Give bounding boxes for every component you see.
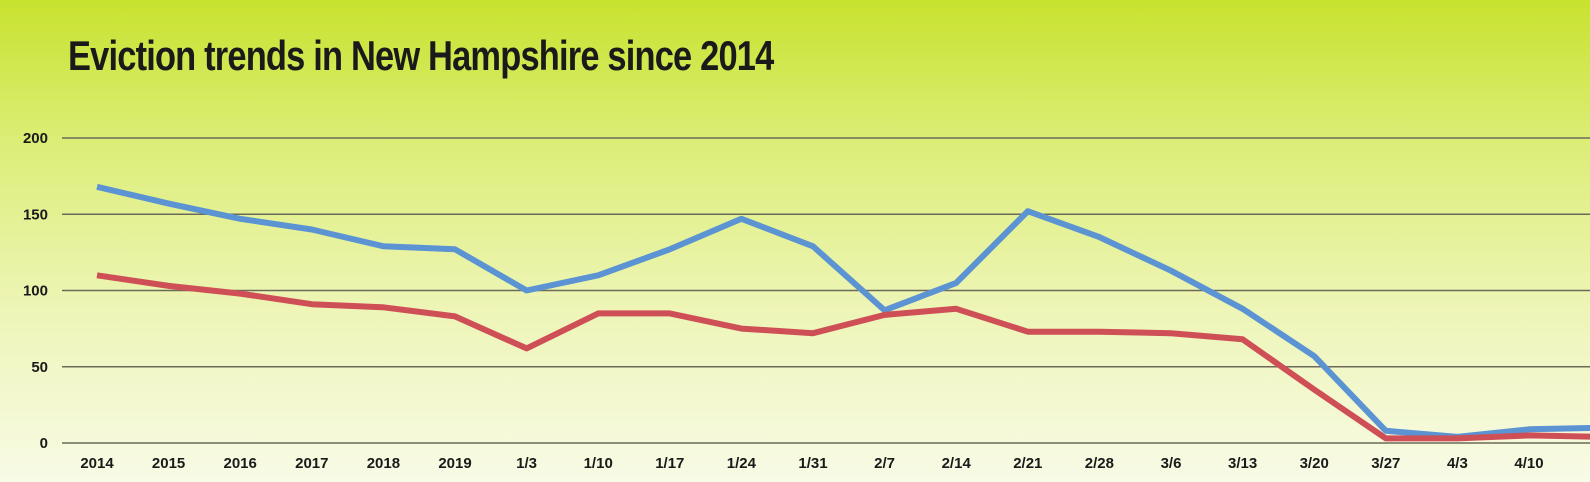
x-tick-label: 1/3 bbox=[516, 455, 537, 472]
chart-title: Eviction trends in New Hampshire since 2… bbox=[68, 32, 774, 79]
x-tick-label: 1/31 bbox=[798, 455, 827, 472]
y-axis-ticks: 0 50 100 150 200 bbox=[23, 130, 48, 452]
y-tick-label: 150 bbox=[23, 206, 48, 223]
series-line-2 bbox=[96, 272, 1590, 442]
x-tick-label: 4/3 bbox=[1447, 455, 1468, 472]
x-tick-label: 3/13 bbox=[1228, 455, 1257, 472]
x-tick-label: 2017 bbox=[295, 455, 328, 472]
x-tick-label: 2/7 bbox=[874, 455, 895, 472]
series-lines bbox=[96, 183, 1590, 442]
x-tick-label: 2016 bbox=[224, 455, 257, 472]
x-tick-label: 2018 bbox=[367, 455, 400, 472]
series-line-1 bbox=[96, 183, 1590, 440]
x-tick-label: 1/17 bbox=[655, 455, 684, 472]
y-tick-label: 0 bbox=[40, 435, 48, 452]
x-tick-label: 3/27 bbox=[1371, 455, 1400, 472]
x-tick-label: 3/6 bbox=[1161, 455, 1182, 472]
x-tick-label: 4/10 bbox=[1514, 455, 1543, 472]
y-tick-label: 50 bbox=[31, 359, 48, 376]
grid-lines bbox=[62, 137, 1590, 444]
x-tick-label: 2/21 bbox=[1013, 455, 1042, 472]
x-tick-label: 3/20 bbox=[1300, 455, 1329, 472]
x-tick-label: 2/28 bbox=[1085, 455, 1114, 472]
x-tick-label: 2019 bbox=[438, 455, 471, 472]
y-tick-label: 100 bbox=[23, 283, 48, 300]
x-tick-label: 2015 bbox=[152, 455, 185, 472]
x-tick-label: 1/10 bbox=[584, 455, 613, 472]
y-tick-label: 200 bbox=[23, 130, 48, 147]
x-tick-label: 1/24 bbox=[727, 455, 757, 472]
x-tick-label: 2014 bbox=[80, 455, 114, 472]
x-tick-label: 2/14 bbox=[942, 455, 972, 472]
x-axis-ticks: 2014 2015 2016 2017 2018 2019 1/3 1/10 1/17 1/24 1… bbox=[80, 455, 1543, 472]
